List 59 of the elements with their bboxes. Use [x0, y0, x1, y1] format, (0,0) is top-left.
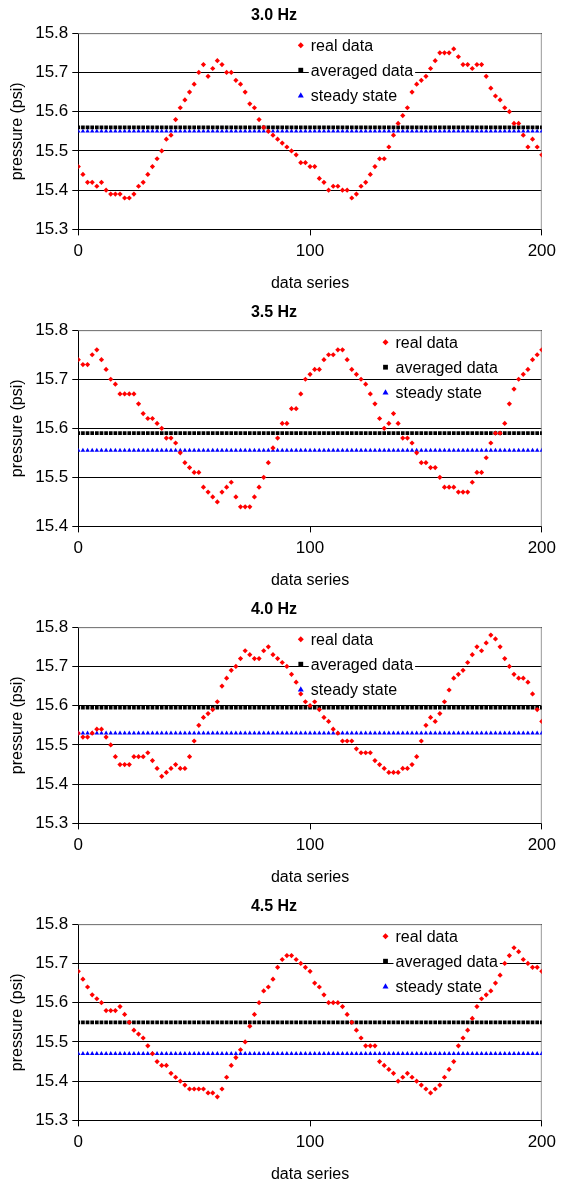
- chart-title: 4.5 Hz: [250, 897, 298, 915]
- y-tick-label: 15.3: [35, 219, 69, 239]
- y-axis-title: pressure (psi): [8, 82, 26, 181]
- legend-label: averaged data: [310, 655, 414, 673]
- legend-label: averaged data: [395, 952, 498, 970]
- x-tick-label: 100: [295, 538, 325, 558]
- x-tick-label: 200: [527, 538, 557, 558]
- y-tick-label: 15.4: [35, 1070, 69, 1090]
- legend-label: real data: [310, 630, 374, 648]
- chart-title: 3.0 Hz: [250, 6, 298, 24]
- x-axis-title: data series: [270, 273, 350, 291]
- y-tick-label: 15.8: [35, 22, 69, 42]
- y-axis-title: pressure (psi): [8, 379, 26, 478]
- legend-label: averaged data: [310, 61, 414, 79]
- legend-label: steady state: [310, 680, 398, 698]
- y-tick-label: 15.5: [35, 467, 69, 487]
- x-tick-label: 0: [73, 1132, 84, 1152]
- legend-label: steady state: [310, 86, 398, 104]
- y-tick-label: 15.6: [35, 992, 69, 1012]
- x-axis-title: data series: [270, 1164, 350, 1182]
- legend-label: real data: [395, 333, 458, 351]
- legend-label: steady state: [395, 977, 482, 995]
- y-tick-label: 15.3: [35, 1110, 69, 1130]
- y-tick-label: 15.5: [35, 140, 69, 160]
- y-tick-label: 15.6: [35, 101, 69, 121]
- x-tick-label: 100: [295, 241, 325, 261]
- x-tick-label: 200: [527, 1132, 557, 1152]
- chart-title: 3.5 Hz: [250, 303, 298, 321]
- x-tick-label: 0: [73, 538, 84, 558]
- y-tick-label: 15.7: [35, 656, 69, 676]
- y-tick-label: 15.4: [35, 179, 69, 199]
- x-tick-label: 0: [73, 835, 84, 855]
- y-tick-label: 15.6: [35, 417, 69, 437]
- legend-label: averaged data: [395, 358, 498, 376]
- y-tick-label: 15.5: [35, 1031, 69, 1051]
- x-tick-label: 100: [295, 835, 325, 855]
- x-axis-title: data series: [270, 570, 350, 588]
- y-tick-label: 15.4: [35, 773, 69, 793]
- y-tick-label: 15.3: [35, 813, 69, 833]
- x-tick-label: 100: [295, 1132, 325, 1152]
- legend-label: real data: [310, 36, 374, 54]
- y-axis-title: pressure (psi): [8, 676, 26, 775]
- y-tick-label: 15.4: [35, 516, 69, 536]
- chart-title: 4.0 Hz: [250, 600, 298, 618]
- y-tick-label: 15.6: [35, 695, 69, 715]
- x-tick-label: 200: [527, 835, 557, 855]
- y-tick-label: 15.7: [35, 368, 69, 388]
- y-tick-label: 15.8: [35, 913, 69, 933]
- y-tick-label: 15.7: [35, 953, 69, 973]
- x-tick-label: 200: [527, 241, 557, 261]
- y-axis-title: pressure (psi): [8, 973, 26, 1072]
- y-tick-label: 15.5: [35, 734, 69, 754]
- y-tick-label: 15.8: [35, 616, 69, 636]
- x-tick-label: 0: [73, 241, 84, 261]
- y-tick-label: 15.8: [35, 319, 69, 339]
- x-axis-title: data series: [270, 867, 350, 885]
- y-tick-label: 15.7: [35, 62, 69, 82]
- legend-label: steady state: [395, 383, 482, 401]
- legend-label: real data: [395, 927, 458, 945]
